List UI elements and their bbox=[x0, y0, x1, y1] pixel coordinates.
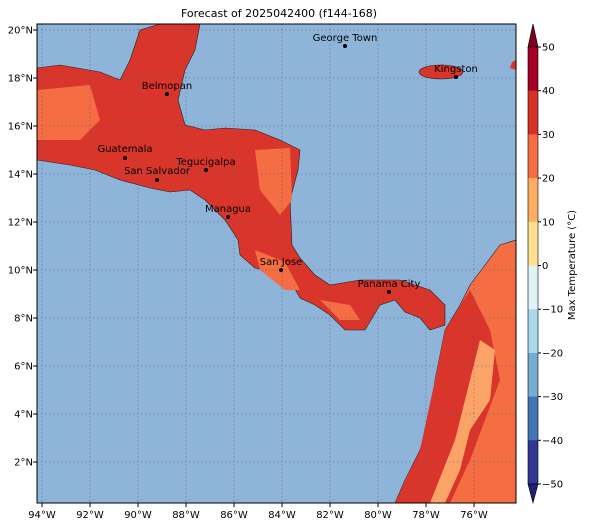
colorbar-tick-label: 30 bbox=[542, 130, 555, 141]
longitude-label: 82°W bbox=[316, 510, 344, 521]
longitude-label: 76°W bbox=[460, 510, 488, 521]
colorbar-band bbox=[528, 47, 538, 92]
colorbar-tick-label: 20 bbox=[542, 174, 555, 185]
colorbar-extend bbox=[527, 23, 539, 48]
city-marker bbox=[387, 290, 391, 294]
colorbar-tick-label: −50 bbox=[542, 480, 563, 491]
warm-region bbox=[37, 85, 360, 320]
latitude-label: 8°N bbox=[14, 314, 33, 325]
colorbar-tick-label: −20 bbox=[542, 348, 563, 359]
latitude-label: 16°N bbox=[8, 122, 33, 133]
city-label: San Jose bbox=[260, 257, 302, 268]
latitude-label: 20°N bbox=[8, 26, 33, 37]
colorbar-tick-label: 0 bbox=[542, 261, 548, 272]
city-marker bbox=[226, 215, 230, 219]
city-marker bbox=[155, 178, 159, 182]
city-label: Managua bbox=[205, 204, 251, 215]
longitude-label: 88°W bbox=[172, 510, 200, 521]
latitude-label: 2°N bbox=[14, 458, 33, 469]
longitude-label: 78°W bbox=[412, 510, 440, 521]
colorbar-band bbox=[528, 134, 538, 179]
longitude-label: 92°W bbox=[76, 510, 104, 521]
colorbar-label: Max Temperature (°C) bbox=[567, 210, 578, 320]
colorbar-tick-label: −10 bbox=[542, 305, 563, 316]
city-label: San Salvador bbox=[124, 166, 191, 177]
city-label: Belmopan bbox=[142, 81, 192, 92]
axis-labels: 94°W 92°W 90°W 88°W 86°W 84°W 82°W 80°W 78°W 76°W… bbox=[8, 26, 488, 522]
colorbar-tick-label: 10 bbox=[542, 217, 555, 228]
hot-region bbox=[395, 290, 500, 503]
city-marker bbox=[343, 44, 347, 48]
longitude-label: 80°W bbox=[364, 510, 392, 521]
city-label: George Town bbox=[313, 33, 378, 44]
city-label: Kingston bbox=[434, 64, 478, 75]
city-marker bbox=[165, 92, 169, 96]
map-area: George Town Kingston Belmopan Guatemala San … bbox=[37, 24, 516, 503]
city-label: Panama City bbox=[358, 279, 421, 290]
land-jamaica bbox=[418, 64, 464, 80]
city-marker bbox=[123, 156, 127, 160]
latitude-label: 12°N bbox=[8, 218, 33, 229]
colorbar-extend bbox=[527, 483, 539, 505]
colorbar-band bbox=[528, 90, 538, 135]
colorbar-band bbox=[528, 265, 538, 310]
longitude-label: 84°W bbox=[268, 510, 296, 521]
longitude-label: 94°W bbox=[28, 510, 56, 521]
colorbar-band bbox=[528, 352, 538, 398]
latitude-label: 10°N bbox=[8, 266, 33, 277]
colorbar-band bbox=[528, 221, 538, 266]
city-marker bbox=[279, 268, 283, 272]
city-marker bbox=[204, 168, 208, 172]
longitude-label: 86°W bbox=[220, 510, 248, 521]
land-fragment bbox=[510, 60, 516, 70]
city-label: Guatemala bbox=[97, 144, 152, 155]
colorbar-band bbox=[528, 396, 538, 441]
colorbar-band bbox=[528, 440, 538, 485]
latitude-label: 14°N bbox=[8, 170, 33, 181]
latitude-label: 18°N bbox=[8, 74, 33, 85]
cities: George Town Kingston Belmopan Guatemala San … bbox=[97, 33, 478, 294]
colorbar-band bbox=[528, 309, 538, 354]
map-frame bbox=[36, 23, 517, 504]
land-central-america bbox=[37, 24, 446, 331]
city-marker bbox=[454, 75, 458, 79]
colorbar-band bbox=[528, 178, 538, 223]
colorbar-tick-label: −30 bbox=[542, 392, 563, 403]
latitude-label: 4°N bbox=[14, 410, 33, 421]
city-label: Tegucigalpa bbox=[175, 157, 235, 168]
longitude-label: 90°W bbox=[124, 510, 152, 521]
latitude-label: 6°N bbox=[14, 362, 33, 373]
colorbar: 50 40 30 20 10 0 −10 −20 −30 −40 −50 bbox=[527, 23, 563, 505]
colorbar-tick-label: 40 bbox=[542, 86, 555, 97]
colorbar-tick-label: −40 bbox=[542, 436, 563, 447]
map-title: Forecast of 2025042400 (f144-168) bbox=[181, 7, 377, 20]
colorbar-tick-label: 50 bbox=[542, 43, 555, 54]
